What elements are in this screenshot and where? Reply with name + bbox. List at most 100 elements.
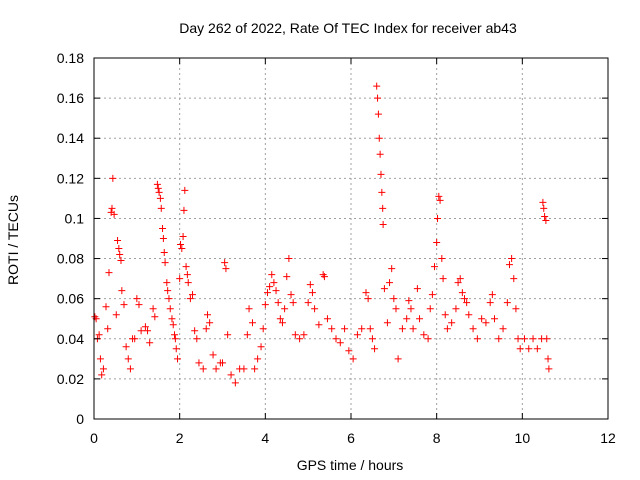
data-point (116, 251, 124, 259)
data-point (539, 198, 547, 206)
y-tick-label: 0.16 (57, 90, 84, 106)
data-point (306, 281, 314, 289)
y-tick-label: 0.08 (57, 251, 84, 267)
data-point (166, 305, 174, 313)
x-tick-label: 4 (261, 430, 269, 446)
data-point (120, 301, 128, 309)
data-point (179, 232, 187, 240)
data-point (416, 315, 424, 323)
data-point (398, 325, 406, 333)
data-point (478, 315, 486, 323)
data-point (465, 311, 473, 319)
data-point (424, 335, 432, 343)
data-point (525, 345, 533, 353)
data-point (514, 335, 522, 343)
data-point (533, 345, 541, 353)
data-point (336, 339, 344, 347)
data-point (186, 295, 194, 303)
data-point (159, 224, 167, 232)
data-point (278, 319, 286, 327)
data-point (405, 297, 413, 305)
data-point (157, 204, 165, 212)
data-point (439, 275, 447, 283)
data-point (248, 319, 256, 327)
data-point (520, 335, 528, 343)
data-point (151, 313, 159, 321)
data-point (169, 321, 177, 329)
data-point (353, 331, 361, 339)
data-point (505, 261, 513, 269)
data-point (373, 82, 381, 90)
data-point (285, 255, 293, 263)
data-point (323, 315, 331, 323)
data-point (386, 279, 394, 287)
y-axis-ticks: 0 0.02 0.04 0.06 0.08 0.1 0.12 0.14 0.16 0.18 (57, 50, 608, 427)
data-point (266, 283, 274, 291)
data-point (118, 287, 126, 295)
data-point (155, 188, 163, 196)
data-point (300, 331, 308, 339)
data-point (374, 94, 382, 102)
data-point (516, 345, 524, 353)
data-point (308, 289, 316, 297)
data-point (172, 345, 180, 353)
x-tick-label: 12 (600, 430, 616, 446)
data-point (508, 255, 516, 263)
data-point (98, 371, 106, 379)
data-point (409, 325, 417, 333)
data-point (441, 311, 449, 319)
data-point (254, 355, 262, 363)
data-point (452, 305, 460, 313)
data-point (135, 301, 143, 309)
data-point (227, 371, 235, 379)
data-point (376, 150, 384, 158)
data-point (544, 355, 552, 363)
data-point (193, 335, 201, 343)
data-point (137, 327, 145, 335)
data-point (104, 325, 112, 333)
y-tick-label: 0.14 (57, 130, 84, 146)
data-point (287, 291, 295, 299)
data-point (454, 279, 462, 287)
data-points (91, 82, 553, 387)
data-point (435, 192, 443, 200)
data-point (407, 305, 415, 313)
data-point (291, 331, 299, 339)
data-point (488, 291, 496, 299)
data-point (394, 355, 402, 363)
data-point (443, 325, 451, 333)
data-point (545, 365, 553, 373)
data-point (426, 305, 434, 313)
data-point (374, 110, 382, 118)
data-point (392, 305, 400, 313)
data-point (161, 259, 169, 267)
data-point (420, 331, 428, 339)
data-point (149, 305, 157, 313)
data-point (160, 249, 168, 257)
data-point (99, 365, 107, 373)
data-point (315, 321, 323, 329)
y-tick-label: 0.02 (57, 371, 84, 387)
data-point (209, 351, 217, 359)
data-point (259, 325, 267, 333)
x-tick-label: 6 (347, 430, 355, 446)
data-point (469, 325, 477, 333)
data-point (473, 335, 481, 343)
x-axis-title: GPS time / hours (297, 457, 404, 473)
data-point (345, 347, 353, 355)
data-point (164, 287, 172, 295)
data-point (268, 271, 276, 279)
data-point (184, 279, 192, 287)
data-point (270, 279, 278, 287)
data-point (541, 212, 549, 220)
data-point (349, 355, 357, 363)
data-point (296, 335, 304, 343)
data-point (240, 365, 248, 373)
data-point (413, 285, 421, 293)
data-point (540, 204, 548, 212)
data-point (96, 355, 104, 363)
data-point (383, 319, 391, 327)
x-tick-label: 2 (176, 430, 184, 446)
data-point (95, 331, 103, 339)
data-point (115, 245, 123, 253)
